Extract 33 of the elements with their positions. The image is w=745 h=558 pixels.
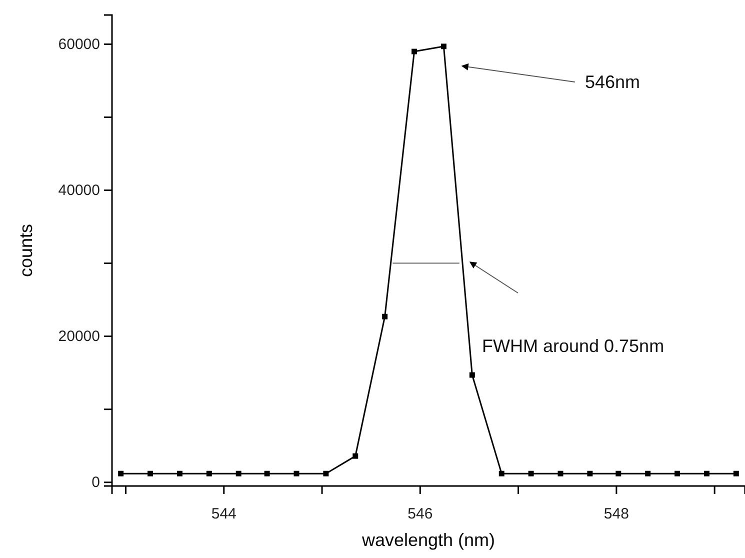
point <box>587 470 593 476</box>
y-tick-label: 60000 <box>58 36 100 54</box>
annotation: FWHM around 0.75nm <box>482 336 664 356</box>
x-axis-title: wavelength (nm) <box>360 530 496 550</box>
point <box>236 470 242 476</box>
point <box>323 470 329 476</box>
point <box>382 314 388 320</box>
point <box>148 470 154 476</box>
annotation: 546nm <box>585 72 640 92</box>
point <box>206 470 212 476</box>
point <box>294 470 300 476</box>
x-tick-label: 546 <box>408 506 433 523</box>
point <box>118 470 124 476</box>
point <box>412 48 418 54</box>
y-tick-label: 0 <box>92 474 100 492</box>
y-tick-label: 40000 <box>58 182 100 200</box>
x-tick-label: 548 <box>604 506 629 523</box>
point <box>733 470 739 476</box>
point <box>616 470 622 476</box>
point <box>528 470 534 476</box>
point <box>498 470 504 476</box>
point <box>176 470 182 476</box>
point <box>674 470 680 476</box>
point <box>440 44 446 50</box>
point <box>264 470 270 476</box>
x-tick-label: 544 <box>211 506 236 523</box>
point <box>352 453 358 459</box>
point <box>558 470 564 476</box>
point <box>645 470 651 476</box>
point <box>704 470 710 476</box>
y-axis-title: counts <box>16 224 36 278</box>
point <box>469 372 475 378</box>
y-tick-label: 20000 <box>58 328 100 346</box>
